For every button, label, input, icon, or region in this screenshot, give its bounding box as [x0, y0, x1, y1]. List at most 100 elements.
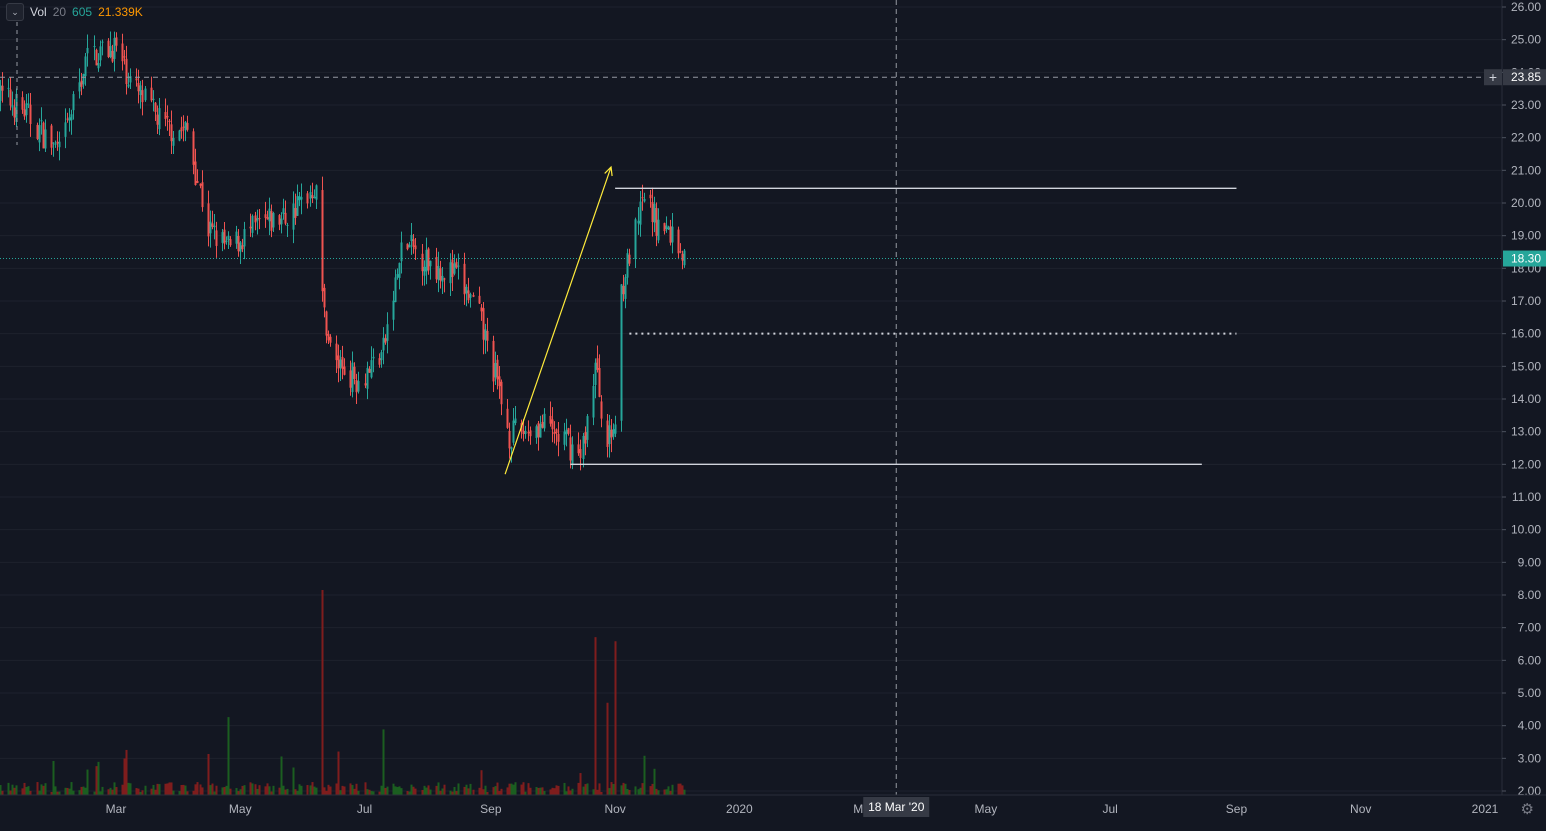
volume-bar: [84, 787, 87, 795]
price-scale[interactable]: [1502, 0, 1546, 826]
volume-bar: [109, 787, 112, 795]
chevron-down-icon[interactable]: ⌄: [6, 3, 24, 21]
candle-body: [443, 278, 446, 280]
candle-body: [606, 420, 609, 447]
candle-body: [449, 262, 452, 284]
volume-bar: [25, 786, 28, 795]
candle-body: [500, 381, 503, 405]
volume-bar: [337, 751, 340, 795]
volume-bar: [681, 785, 684, 795]
volume-bar: [306, 785, 309, 795]
volume-bar: [441, 788, 444, 795]
volume-bar: [683, 789, 686, 795]
candle-body: [127, 84, 130, 87]
volume-bar: [396, 787, 399, 795]
gear-icon[interactable]: ⚙: [1520, 801, 1534, 818]
candle-body: [141, 90, 144, 103]
candle-body: [349, 370, 352, 388]
volume-bar: [394, 786, 397, 795]
volume-bar: [221, 787, 224, 795]
crosshair-price-label: 23.85: [1511, 70, 1541, 84]
volume-bar: [663, 789, 666, 795]
candle-body: [56, 141, 59, 144]
candle-body: [472, 295, 475, 297]
candle-body: [671, 226, 674, 243]
y-tick-label: 15.00: [1511, 359, 1541, 373]
volume-bar: [563, 782, 566, 795]
candle-body: [54, 143, 57, 145]
candle-body: [0, 85, 2, 101]
candle-body: [469, 294, 472, 298]
volume-bar: [113, 782, 116, 795]
candle-body: [13, 107, 16, 118]
volume-bar: [249, 782, 252, 795]
add-alert-button[interactable]: [1484, 69, 1502, 86]
candle-body: [398, 262, 401, 279]
candle-body: [555, 429, 558, 434]
candle-body: [514, 418, 517, 424]
candle-body: [323, 287, 326, 308]
candle-body: [384, 338, 387, 343]
volume-bar: [608, 788, 611, 795]
candle-body: [251, 215, 254, 233]
candle-body: [408, 244, 411, 248]
candle-body: [325, 311, 328, 336]
candle-body: [258, 218, 261, 220]
volume-bar: [543, 790, 546, 795]
candle-body: [158, 108, 161, 130]
volume-bar: [199, 784, 202, 795]
legend-indicator-name: Vol: [30, 5, 47, 19]
candle-body: [196, 180, 199, 184]
volume-bar: [313, 786, 316, 795]
volume-bar: [651, 783, 654, 795]
volume-bar: [679, 783, 682, 795]
candle-body: [549, 415, 552, 424]
volume-bar: [414, 788, 417, 795]
candle-body: [237, 236, 240, 252]
volume-bar: [80, 786, 83, 795]
volume-bar: [551, 787, 554, 795]
trend-arrow-line[interactable]: [504, 166, 612, 475]
volume-bar: [311, 782, 314, 795]
volume-bar: [384, 787, 387, 795]
candle-body: [306, 193, 309, 204]
volume-bar: [643, 755, 646, 795]
candle-body: [406, 243, 409, 250]
time-scale[interactable]: [0, 795, 1502, 826]
candle-body: [669, 226, 672, 243]
volume-bar: [129, 783, 132, 795]
volume-bar: [38, 790, 41, 795]
candle-body: [600, 401, 603, 419]
candle-body: [311, 195, 314, 199]
candle-body: [68, 117, 71, 121]
candle-body: [392, 300, 395, 320]
volume-bar: [172, 790, 175, 795]
candle-body: [235, 231, 238, 244]
candle-body: [154, 102, 157, 112]
volume-bar: [437, 782, 440, 795]
volume-bar: [150, 788, 153, 795]
volume-bar: [186, 791, 189, 795]
legend-volume-value: 605: [72, 5, 93, 19]
volume-bar: [408, 791, 411, 795]
candle-body: [437, 265, 440, 281]
volume-bar: [325, 790, 328, 795]
volume-bar: [125, 749, 128, 795]
volume-bar: [93, 791, 96, 795]
volume-bar: [486, 791, 489, 795]
candle-body: [164, 111, 167, 119]
candle-body: [329, 336, 332, 343]
volume-bar: [309, 785, 312, 795]
volume-bar: [508, 783, 511, 795]
volume-bar: [54, 786, 57, 795]
candle-body: [626, 253, 629, 278]
volume-bar: [355, 783, 358, 795]
candle-body: [634, 219, 637, 259]
volume-bar: [341, 785, 344, 795]
candle-body: [72, 94, 75, 111]
candle-body: [624, 277, 627, 299]
volume-bar: [144, 785, 147, 795]
candle-body: [227, 235, 230, 241]
